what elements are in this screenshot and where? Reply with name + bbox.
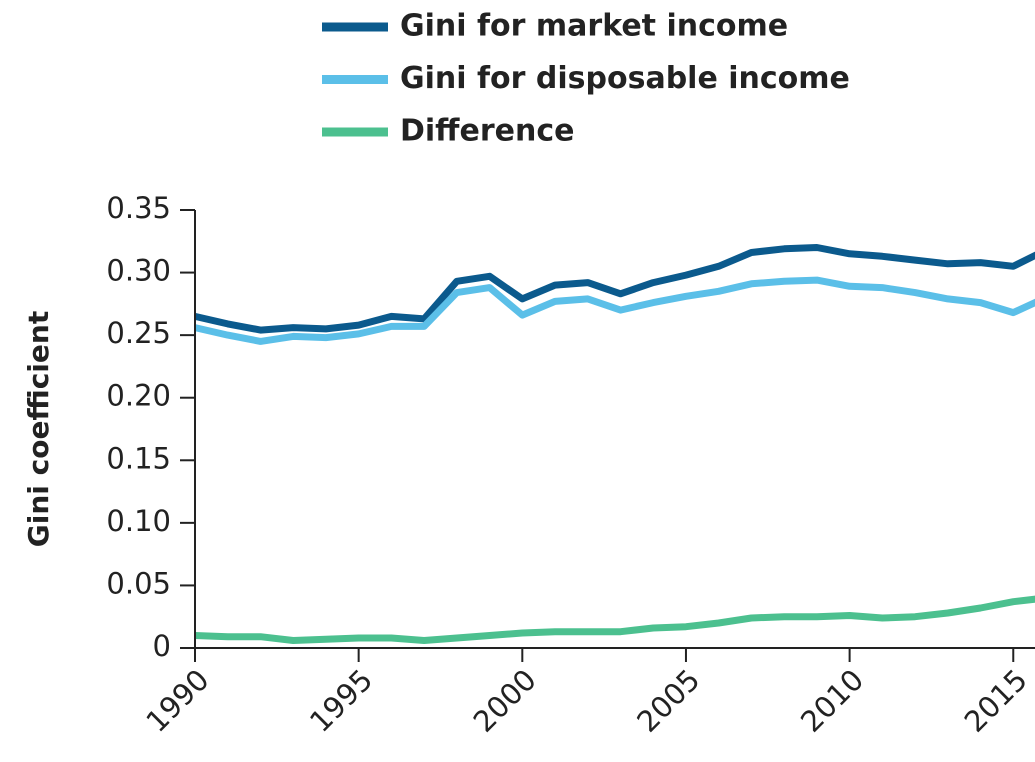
x-tick-label: 2010 bbox=[794, 663, 870, 739]
y-tick-label: 0 bbox=[153, 629, 171, 663]
y-tick-label: 0.30 bbox=[106, 254, 171, 288]
y-tick-label: 0.10 bbox=[106, 504, 171, 538]
y-tick-label: 0.05 bbox=[106, 566, 171, 600]
y-axis-label: Gini coefficient bbox=[22, 311, 55, 547]
x-tick-label: 1995 bbox=[303, 663, 379, 739]
x-tick-label: 2000 bbox=[467, 663, 543, 739]
x-tick-label: 1990 bbox=[139, 663, 215, 739]
legend-label: Gini for disposable income bbox=[400, 61, 850, 96]
legend-label: Difference bbox=[400, 114, 574, 149]
series-line bbox=[194, 276, 1035, 345]
x-tick-label: 2015 bbox=[958, 663, 1034, 739]
series-line bbox=[194, 244, 1035, 334]
x-tick-label: 2005 bbox=[630, 663, 706, 739]
y-tick-label: 0.20 bbox=[106, 379, 171, 413]
plot-area bbox=[194, 244, 1035, 644]
series-line bbox=[194, 595, 1035, 644]
legend-label: Gini for market income bbox=[400, 9, 788, 44]
y-tick-label: 0.25 bbox=[106, 316, 171, 350]
y-tick-label: 0.35 bbox=[106, 191, 171, 225]
y-tick-label: 0.15 bbox=[106, 441, 171, 475]
